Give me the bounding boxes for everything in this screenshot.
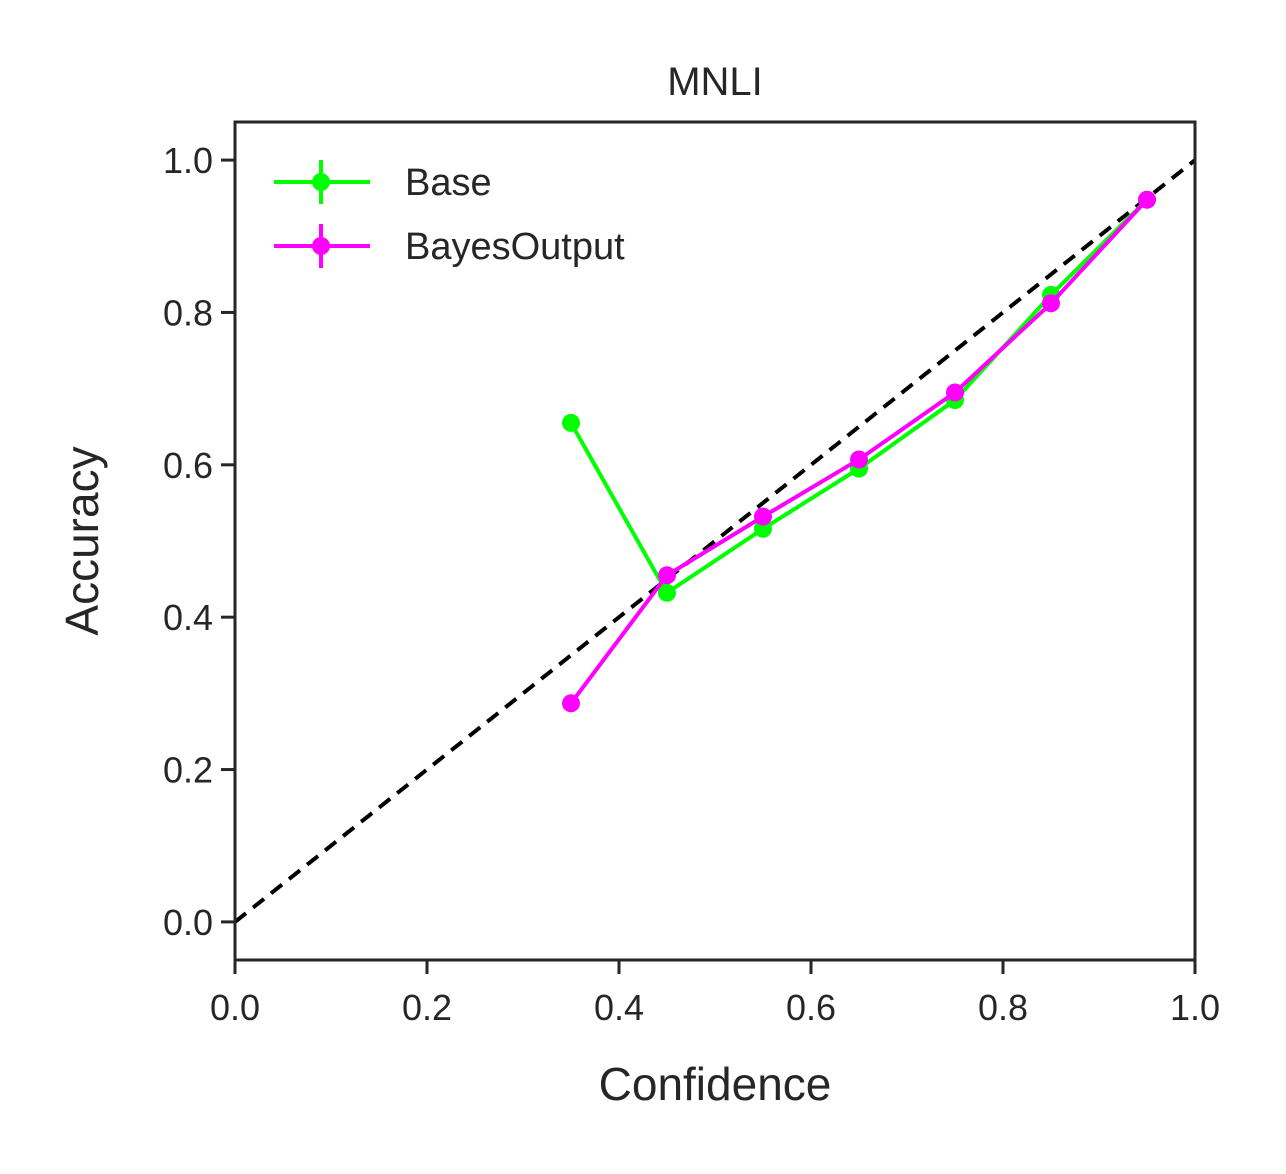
x-tick-label: 0.0 [210,987,260,1028]
y-tick-label: 1.0 [163,140,213,181]
y-axis-label: Accuracy [56,446,108,635]
x-axis-ticks: 0.0 0.2 0.4 0.6 0.8 1.0 [210,960,1220,1028]
data-point-bayesoutput [1042,294,1060,313]
data-point-base [562,413,580,432]
x-axis-label: Confidence [599,1058,832,1110]
data-point-bayesoutput [946,383,964,402]
y-tick-label: 0.8 [163,292,213,333]
chart-title: MNLI [667,60,763,104]
data-point-bayesoutput [850,450,868,469]
legend-label: BayesOutput [405,226,625,268]
legend-label: Base [405,162,492,204]
data-point-bayesoutput [658,566,676,585]
perfect-calibration-line [235,158,1195,924]
y-axis-ticks: 0.0 0.2 0.4 0.6 0.8 1.0 [163,140,235,943]
data-point-bayesoutput [754,507,772,526]
y-tick-label: 0.4 [163,597,213,638]
series-line-base [569,198,1149,596]
data-point-base [658,583,676,602]
data-point-bayesoutput [1138,190,1156,209]
y-tick-label: 0.2 [163,750,213,791]
y-tick-label: 0.6 [163,445,213,486]
x-tick-label: 0.4 [594,987,644,1028]
x-tick-label: 0.6 [786,987,836,1028]
x-tick-label: 0.8 [978,987,1028,1028]
legend: Base BayesOutput [274,160,625,268]
plot-frame [233,120,1197,962]
x-tick-label: 1.0 [1170,987,1220,1028]
x-tick-label: 0.2 [402,987,452,1028]
y-tick-label: 0.0 [163,902,213,943]
legend-marker [312,173,330,191]
legend-marker [312,237,330,255]
data-point-bayesoutput [562,694,580,713]
